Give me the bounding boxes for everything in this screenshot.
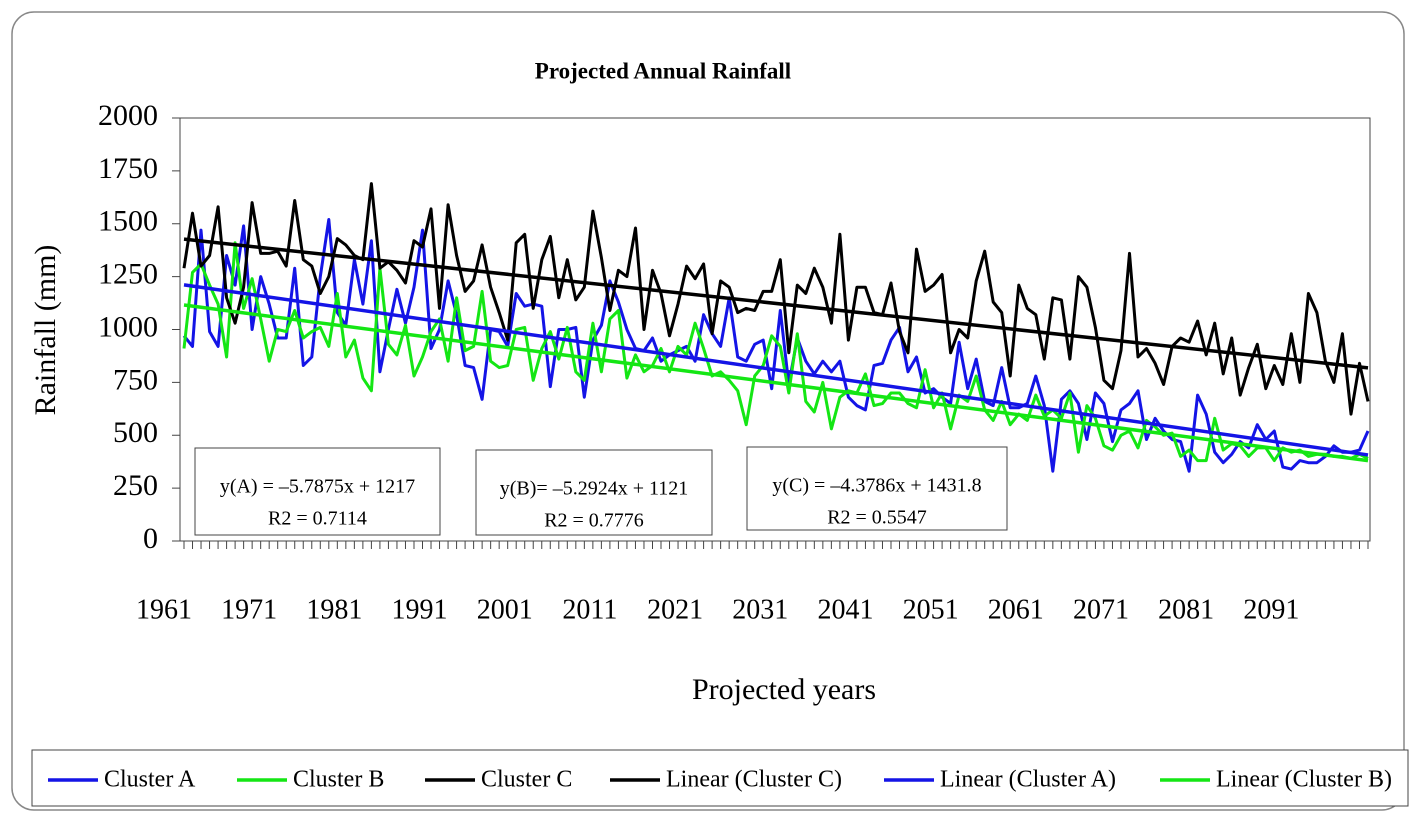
x-tick-label: 1961 — [136, 594, 192, 625]
x-tick-label: 1971 — [221, 594, 277, 625]
x-tick-label: 2021 — [647, 594, 703, 625]
trend-line — [183, 303, 1369, 463]
x-tick-label: 2031 — [732, 594, 788, 625]
legend-label: Cluster C — [481, 767, 572, 793]
annotation-box — [194, 447, 441, 536]
x-tick-label: 2051 — [903, 594, 959, 625]
annotation-box — [475, 449, 713, 536]
y-tick-label: 0 — [143, 522, 158, 555]
chart-frame — [11, 11, 1405, 811]
legend-label: Cluster B — [293, 767, 384, 793]
x-tick-label: 2081 — [1158, 594, 1214, 625]
x-tick-label: 2071 — [1073, 594, 1129, 625]
y-tick-label: 1000 — [98, 310, 158, 343]
series-line — [182, 218, 1370, 473]
chart-title: Projected Annual Rainfall — [535, 58, 791, 83]
x-tick-label: 2091 — [1243, 594, 1299, 625]
series-line — [182, 182, 1370, 416]
annotation-text: y(B)= –5.2924x + 1121 — [500, 478, 688, 500]
legend — [31, 749, 1409, 807]
x-tick-label: 2001 — [477, 594, 533, 625]
x-tick-label: 1991 — [392, 594, 448, 625]
y-tick-label: 250 — [113, 469, 158, 502]
annotation-box — [746, 446, 1008, 531]
x-tick-label: 2011 — [562, 594, 617, 625]
x-tick-label: 2061 — [988, 594, 1044, 625]
y-tick-label: 1250 — [98, 258, 158, 291]
trend-line — [183, 283, 1369, 457]
x-tick-label: 1981 — [306, 594, 362, 625]
annotation-text: R2 = 0.5547 — [827, 507, 927, 529]
legend-label: Cluster A — [104, 767, 196, 793]
y-tick-label: 2000 — [98, 99, 158, 132]
legend-label: Linear (Cluster A) — [940, 767, 1116, 793]
y-tick-label: 500 — [113, 416, 158, 449]
legend-label: Linear (Cluster B) — [1216, 767, 1392, 793]
y-axis-title: Rainfall (mm) — [29, 245, 62, 416]
y-tick-label: 750 — [113, 363, 158, 396]
annotation-text: R2 = 0.7114 — [268, 508, 367, 530]
y-tick-label: 1750 — [98, 152, 158, 185]
legend-label: Linear (Cluster C) — [666, 767, 842, 793]
x-axis-title: Projected years — [692, 673, 876, 706]
trend-line — [183, 237, 1369, 370]
y-tick-label: 1500 — [98, 205, 158, 238]
annotation-text: y(C) = –4.3786x + 1431.8 — [772, 475, 981, 497]
annotation-text: y(A) = –5.7875x + 1217 — [220, 476, 415, 498]
annotation-text: R2 = 0.7776 — [544, 510, 644, 532]
x-tick-label: 2041 — [817, 594, 873, 625]
